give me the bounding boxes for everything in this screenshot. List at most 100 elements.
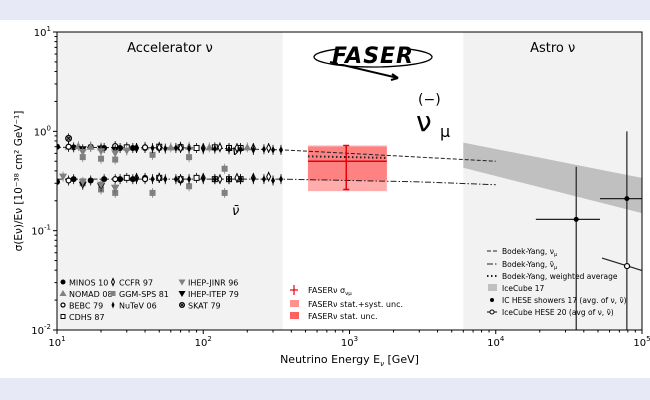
y-tick-label: 101 [34, 25, 51, 39]
data-point-nutev-06-nu [187, 144, 192, 153]
data-point-nutev-06-nubar [173, 175, 178, 184]
label-nu: ν [232, 144, 239, 159]
data-point-nutev-06-nu [163, 144, 168, 153]
legend-marker [179, 302, 185, 308]
data-point-ihep-jinr-96-nubar [59, 173, 68, 181]
legend-marker [178, 291, 186, 297]
region-label-astro: Astro ν [530, 41, 575, 56]
legend-label: Bodek-Yang, ν̄μ [502, 260, 558, 271]
data-point-nutev-06-nubar [163, 175, 168, 184]
data-point-nutev-06-nubar [278, 175, 283, 184]
legend-icecube17-swatch [488, 284, 497, 291]
data-point-skat-79-nu-cross [66, 136, 71, 141]
data-point-nutev-06-nubar [227, 175, 232, 184]
ic-hese-point-0 [573, 216, 579, 222]
data-point-bebc-79-nubar [112, 176, 119, 183]
legend-marker [110, 291, 116, 296]
data-point-ggm-sps-81-nu [79, 154, 86, 161]
data-point-nutev-06-nu [261, 145, 266, 154]
y-tick-label: 100 [34, 124, 51, 138]
data-point-ggm-sps-81-nubar [221, 189, 228, 196]
data-point-ihep-jinr-96-nu [97, 148, 106, 156]
data-point-minos-10-nubar [101, 176, 108, 183]
legend-label: FASERν stat. unc. [308, 312, 378, 321]
data-point-nomad-08-nu [205, 143, 214, 151]
data-point-nutev-06-nu [251, 145, 256, 154]
x-tick-label: 102 [195, 335, 212, 349]
data-point-nomad-08-nu [243, 143, 252, 151]
data-point-ggm-sps-81-nubar [112, 189, 119, 196]
data-point-ihep-jinr-96-nubar [97, 181, 106, 189]
data-point-nutev-06-nu [227, 145, 232, 154]
data-point-ccfr-97-nubar [178, 174, 184, 185]
faser-stat-band [307, 146, 387, 181]
data-point-ihep-jinr-96-nubar [78, 178, 87, 186]
data-point-nutev-06-nu [201, 145, 206, 154]
data-point-nutev-06-nubar [271, 176, 276, 185]
data-point-cdhs-87-nu [193, 144, 200, 151]
faser-logo: FASER [313, 44, 433, 81]
data-point-nutev-06-nubar [187, 175, 192, 184]
data-point-nomad-08-nu [166, 143, 175, 151]
legend-marker [178, 279, 186, 286]
legend-marker [59, 290, 67, 296]
legend-marker [110, 277, 116, 287]
legend-experiments: MINOS 10 NOMAD 08 BEBC 79 CDHS 87 CCFR 97 GGM… [59, 277, 239, 322]
data-point-nutev-06-nu [278, 145, 283, 154]
data-point-minos-10-nubar [117, 176, 124, 183]
legend-label: CDHS 87 [69, 313, 105, 322]
data-point-ihep-jinr-96-nu [111, 150, 120, 158]
data-point-nutev-06-nubar [212, 175, 217, 184]
icecube17-band [463, 142, 642, 214]
legend-stat-syst-swatch [290, 300, 299, 307]
data-point-ggm-sps-81-nu [112, 156, 119, 163]
label-nubar: ν̄ [232, 204, 239, 219]
faser-nu-symbol: ν [416, 105, 432, 138]
legend-marker [60, 314, 66, 319]
data-point-nutev-06-nu [150, 143, 155, 152]
data-point-bebc-79-nubar [65, 177, 72, 184]
region-0 [57, 32, 283, 330]
x-tick-label: 104 [487, 335, 505, 349]
data-point-ggm-sps-81-nu [186, 154, 193, 161]
data-point-cdhs-87-nubar [123, 174, 130, 181]
data-point-nutev-06-nubar [251, 175, 256, 184]
data-point-ihep-jinr-96-nu [122, 147, 131, 155]
y-tick-label: 10-1 [31, 224, 51, 238]
data-point-ccfr-97-nubar [266, 171, 272, 182]
data-point-nutev-06-nubar [134, 175, 139, 184]
legend-marker [60, 279, 66, 285]
legend-label: GGM-SPS 81 [119, 290, 169, 299]
data-point-nutev-06-nu [238, 145, 243, 154]
data-point-ggm-sps-81-nu [149, 151, 156, 158]
faser-logo-text: FASER [332, 44, 414, 69]
data-point-ccfr-97-nu [266, 142, 272, 154]
y-axis-label: σ(Eν)/Eν [10⁻³⁸ cm² GeV⁻¹] [13, 111, 25, 252]
legend-hese20-marker [489, 309, 495, 315]
legend-label: Bodek-Yang, νμ [502, 247, 558, 258]
legend-faser: FASERν σνμ FASERν stat.+syst. unc. FASERν … [290, 285, 403, 321]
data-point-ccfr-97-nu [217, 142, 223, 153]
data-point-bebc-79-nu [141, 144, 149, 151]
data-point-minos-10-nubar [70, 176, 77, 183]
region-label-accelerator: Accelerator ν [127, 41, 213, 56]
legend-label: MINOS 10 [69, 279, 108, 288]
legend-label: NOMAD 08 [69, 290, 113, 299]
data-point-ggm-sps-81-nubar [186, 183, 193, 190]
data-point-ccfr-97-nu [234, 142, 240, 154]
data-point-skat-79-nu [65, 134, 73, 142]
data-point-ggm-sps-81-nu [221, 165, 228, 172]
data-point-nutev-06-nubar [261, 175, 266, 184]
data-point-ccfr-97-nubar [234, 172, 240, 183]
data-point-ihep-jinr-96-nubar [111, 184, 120, 192]
data-point-nutev-06-nu [134, 143, 139, 152]
data-point-minos-10-nubar [87, 177, 94, 184]
data-point-ccfr-97-nubar [156, 172, 162, 183]
data-point-cdhs-87-nubar [193, 174, 200, 181]
data-point-minos-10-nu [129, 144, 136, 151]
legend-label: CCFR 97 [119, 279, 153, 288]
data-point-minos-10-nubar [57, 178, 60, 185]
legend-label: IHEP-ITEP 79 [188, 290, 239, 299]
data-point-nutev-06-nu [271, 145, 276, 154]
x-tick-label: 103 [341, 335, 358, 349]
